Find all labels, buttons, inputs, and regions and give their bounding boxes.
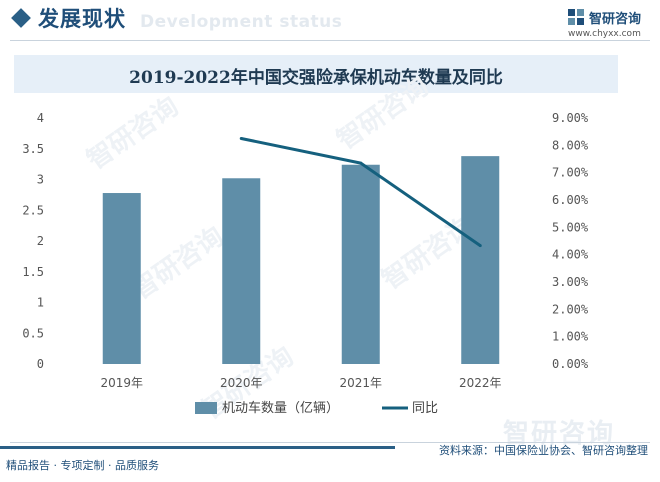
chart-title: 2019-2022年中国交强险承保机动车数量及同比 (129, 68, 503, 88)
tagline: 精品报告 · 专项定制 · 品质服务 (6, 459, 159, 472)
line-series (239, 137, 482, 248)
source-note: 资料来源：中国保险业协会、智研咨询整理 (439, 444, 648, 457)
left-tick-label: 0.5 (22, 326, 44, 340)
footer-watermark: 智研咨询 (503, 419, 616, 449)
section-title: 发展现状 (38, 7, 126, 31)
x-tick-label: 2020年 (220, 376, 263, 390)
right-tick-label: 4.00% (552, 248, 589, 262)
x-axis-ticks: 2019年 2020年 2021年 2022年 (100, 376, 501, 390)
yoy-point-2020年 (239, 137, 243, 140)
legend-line-label: 同比 (412, 401, 438, 416)
yoy-point-2022年 (478, 244, 482, 248)
bar-2019年 (102, 193, 141, 364)
chart-title-band: 2019-2022年中国交强险承保机动车数量及同比 (14, 55, 618, 93)
right-tick-label: 1.00% (552, 330, 589, 344)
bar-2021年 (341, 164, 380, 364)
legend-bar-label: 机动车数量（亿辆） (222, 400, 339, 416)
section-subtitle: Development status (140, 12, 343, 32)
right-tick-label: 9.00% (552, 111, 589, 125)
footer-divider (10, 442, 650, 443)
header: Development status 发展现状 智研咨询 www.chyxx.c… (0, 0, 660, 44)
legend-bar-swatch (195, 402, 217, 414)
watermark-text: 智研咨询 (81, 91, 184, 176)
right-tick-label: 7.00% (552, 166, 589, 180)
logo-name: 智研咨询 (589, 12, 642, 27)
bar-2020年 (222, 178, 261, 364)
header-divider (10, 40, 650, 41)
left-tick-label: 1 (37, 296, 44, 310)
x-tick-label: 2019年 (100, 376, 143, 390)
legend: 机动车数量（亿辆） 同比 (195, 400, 438, 416)
logo-icon (568, 9, 584, 25)
left-tick-label: 2 (37, 234, 44, 248)
left-tick-label: 0 (37, 357, 44, 371)
right-tick-label: 3.00% (552, 275, 589, 289)
yoy-point-2021年 (359, 161, 363, 165)
right-tick-label: 6.00% (552, 193, 589, 207)
left-tick-label: 3 (37, 173, 44, 187)
right-tick-label: 8.00% (552, 138, 589, 152)
bar-series (102, 156, 500, 364)
left-tick-label: 3.5 (22, 142, 44, 156)
x-tick-label: 2021年 (339, 376, 382, 390)
footer-accent-bar (0, 446, 395, 449)
watermark-text: 智研咨询 (126, 221, 229, 306)
watermark-text: 智研咨询 (331, 71, 434, 156)
right-tick-label: 0.00% (552, 357, 589, 371)
left-tick-label: 2.5 (22, 203, 44, 217)
left-axis-ticks: 0 0.5 1 1.5 2 2.5 3 3.5 4 (22, 111, 44, 371)
logo-url[interactable]: www.chyxx.com (568, 29, 641, 39)
left-tick-label: 4 (37, 111, 44, 125)
right-tick-label: 2.00% (552, 302, 589, 316)
right-tick-label: 5.00% (552, 220, 589, 234)
right-axis-ticks: 0.00% 1.00% 2.00% 3.00% 4.00% 5.00% 6.00% 7.00%… (552, 111, 589, 371)
bar-2022年 (461, 156, 500, 364)
x-tick-label: 2022年 (459, 376, 502, 390)
left-tick-label: 1.5 (22, 265, 44, 279)
